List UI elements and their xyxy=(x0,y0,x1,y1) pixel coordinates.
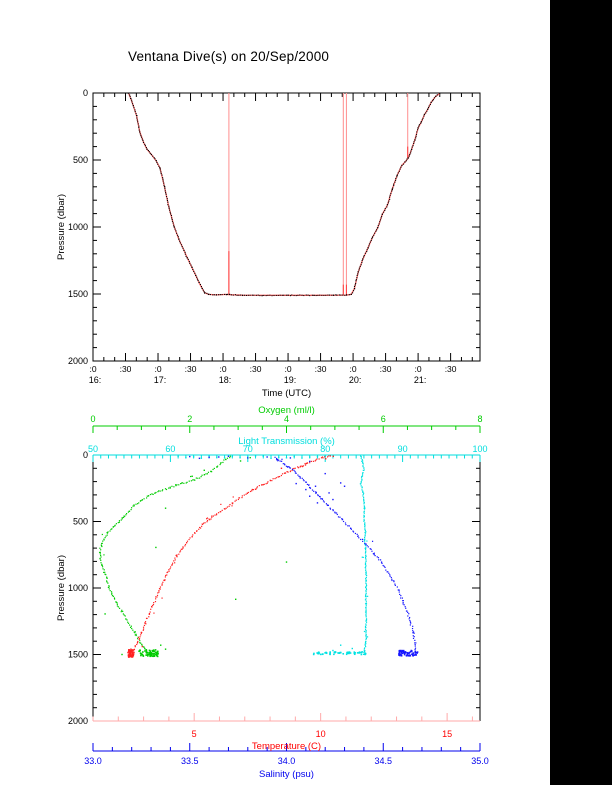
time-tick-label: :0 xyxy=(350,364,357,374)
hour-label: 19: xyxy=(284,375,297,385)
time-tick-label: :30 xyxy=(445,364,457,374)
salinity-tick-label: 35.0 xyxy=(471,756,489,766)
salinity-tick-label: 34.0 xyxy=(278,756,296,766)
time-tick-label: :0 xyxy=(89,364,96,374)
hour-label: 18: xyxy=(219,375,232,385)
time-tick-label: :30 xyxy=(250,364,262,374)
temperature-tick-label: 5 xyxy=(192,729,197,739)
hour-label: 17: xyxy=(154,375,167,385)
time-tick-label: :30 xyxy=(315,364,327,374)
dive-profile-raw-line xyxy=(128,93,440,296)
y-tick-label: 500 xyxy=(73,155,88,165)
right-black-bar xyxy=(550,0,612,785)
temperature-tick-label: 10 xyxy=(316,729,326,739)
light-tick-label: 80 xyxy=(320,444,330,454)
hour-label: 21: xyxy=(414,375,427,385)
y-tick-label: 1000 xyxy=(68,222,88,232)
light-axis-title: Light Transmission (%) xyxy=(238,436,335,447)
time-tick-label: :30 xyxy=(380,364,392,374)
hour-label: 20: xyxy=(349,375,362,385)
time-tick-label: :0 xyxy=(219,364,226,374)
y-tick-label: 0 xyxy=(83,450,88,460)
oxygen-tick-label: 2 xyxy=(187,414,192,424)
oxygen-tick-label: 4 xyxy=(284,414,289,424)
oxygen-axis-title: Oxygen (ml/l) xyxy=(258,405,314,416)
oxygen-tick-label: 0 xyxy=(90,414,95,424)
light-tick-label: 50 xyxy=(88,444,98,454)
y-tick-label: 0 xyxy=(83,88,88,98)
temperature-axis-title: Temperature (C) xyxy=(252,741,321,752)
light-tick-label: 60 xyxy=(165,444,175,454)
hour-label: 16: xyxy=(89,375,102,385)
y-tick-label: 1500 xyxy=(68,289,88,299)
time-tick-label: :0 xyxy=(154,364,161,374)
top-plot-box xyxy=(92,92,481,362)
time-axis-title: Time (UTC) xyxy=(262,388,311,399)
y-tick-label: 500 xyxy=(73,517,88,527)
pressure-axis-title-bottom: Pressure (dbar) xyxy=(56,555,67,621)
pressure-axis-title-top: Pressure (dbar) xyxy=(56,194,67,260)
bottom-chart xyxy=(92,425,481,752)
salinity-tick-label: 33.0 xyxy=(84,756,102,766)
light-tick-label: 100 xyxy=(472,444,487,454)
top-chart xyxy=(92,92,481,362)
salinity-axis-title: Salinity (psu) xyxy=(259,769,314,780)
salinity-tick-label: 33.5 xyxy=(181,756,199,766)
salinity-tick-label: 34.5 xyxy=(374,756,392,766)
oxygen-tick-label: 8 xyxy=(477,414,482,424)
time-tick-label: :30 xyxy=(185,364,197,374)
temperature-tick-label: 15 xyxy=(442,729,452,739)
light-tick-label: 70 xyxy=(243,444,253,454)
y-tick-label: 1500 xyxy=(68,650,88,660)
page-title: Ventana Dive(s) on 20/Sep/2000 xyxy=(128,49,330,64)
y-tick-label: 1000 xyxy=(68,583,88,593)
y-tick-label: 2000 xyxy=(68,716,88,726)
oxygen-tick-label: 6 xyxy=(381,414,386,424)
time-tick-label: :0 xyxy=(285,364,292,374)
temperature-profile xyxy=(127,455,334,658)
time-tick-label: :30 xyxy=(120,364,132,374)
time-tick-label: :0 xyxy=(415,364,422,374)
salinity-profile xyxy=(189,455,419,657)
y-tick-label: 2000 xyxy=(68,356,88,366)
light-tick-label: 90 xyxy=(398,444,408,454)
light-transmission-profile xyxy=(177,455,369,656)
oxygen-profile xyxy=(98,455,288,658)
